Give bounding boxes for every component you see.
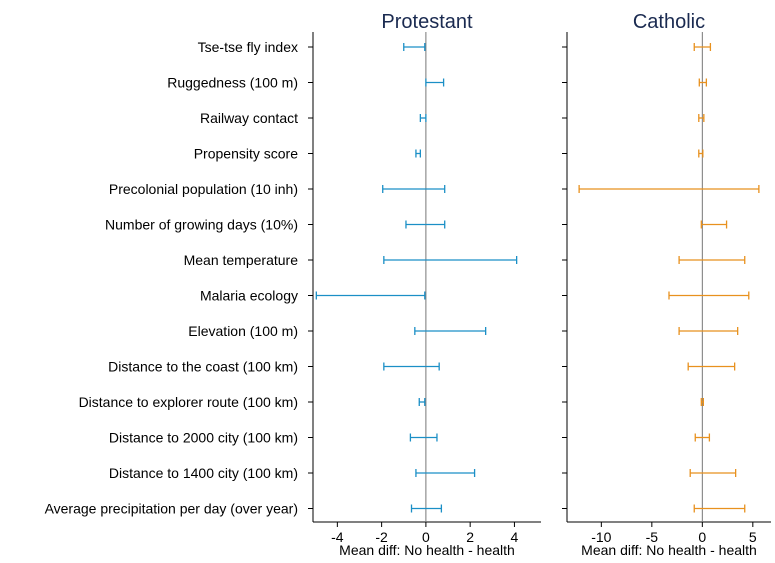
x-tick-label: 5 [749,529,757,545]
error-bar [578,185,760,193]
error-bar [693,504,746,513]
error-bar [410,504,443,513]
x-axis-label: Mean diff: No health - health [581,542,757,558]
x-tick-label: 2 [466,529,474,545]
panel-title: Catholic [633,11,705,33]
error-bar [668,291,750,300]
variable-label: Average precipitation per day (over year… [45,501,298,517]
error-bar [415,469,476,477]
error-bar [698,78,708,87]
error-bar [409,433,438,442]
variable-label: Railway contact [200,110,298,126]
x-tick-label: 4 [511,529,519,545]
variable-label: Distance to explorer route (100 km) [79,394,298,410]
variable-labels: Tse-tse fly index Ruggedness (100 m) Railw… [45,39,299,517]
x-tick-label: -2 [375,529,388,545]
error-bar [700,220,728,229]
variable-label: Distance to 1400 city (100 km) [109,465,298,481]
variable-label: Mean temperature [184,252,299,268]
x-tick-label: 0 [422,529,430,545]
variable-label: Precolonial population (10 inh) [109,181,298,197]
error-bar [693,43,712,51]
error-bar [698,114,705,122]
error-bar [414,327,487,335]
error-bar [419,114,427,122]
variable-label: Number of growing days (10%) [105,217,298,233]
variable-label: Malaria ecology [200,288,298,304]
x-tick-label: -10 [591,529,611,545]
error-bar [383,362,440,371]
x-axis-label: Mean diff: No health - health [339,542,515,558]
error-bar [418,398,426,406]
error-bar [678,256,746,264]
variable-label: Distance to the coast (100 km) [108,359,298,375]
error-bar [425,78,445,87]
error-bar [689,469,737,477]
error-bar [415,149,422,158]
panel-title: Protestant [381,11,473,33]
error-bar [403,43,426,51]
error-bar [383,256,518,264]
variable-label: Elevation (100 m) [188,323,298,339]
error-bar [382,185,446,193]
variable-label: Ruggedness (100 m) [167,75,298,91]
variable-label: Distance to 2000 city (100 km) [109,430,298,446]
error-bar [687,362,736,371]
error-bar [700,398,704,406]
x-tick-label: -4 [331,529,344,545]
error-bar [694,433,711,442]
error-bar [315,291,426,300]
error-bar [698,149,704,158]
variable-label: Propensity score [194,146,298,162]
error-bar [678,327,739,335]
error-bar [405,220,446,229]
x-tick-label: 0 [698,529,706,545]
variable-label: Tse-tse fly index [198,39,298,55]
x-tick-label: -5 [646,529,659,545]
